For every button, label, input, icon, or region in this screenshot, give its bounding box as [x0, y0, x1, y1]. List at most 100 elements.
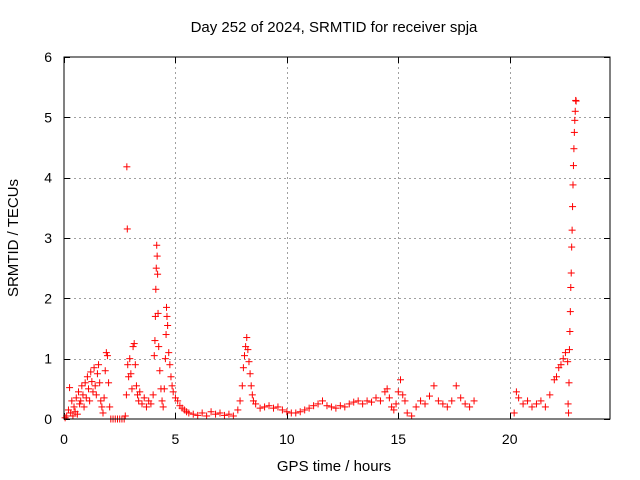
- data-point: [567, 283, 575, 291]
- data-point: [359, 400, 367, 408]
- y-tick-label: 3: [44, 230, 52, 246]
- data-point: [443, 403, 451, 411]
- data-point: [345, 400, 353, 408]
- data-point: [283, 408, 291, 416]
- data-point: [156, 367, 164, 375]
- chart-title: Day 252 of 2024, SRMTID for receiver spj…: [191, 19, 478, 36]
- data-point: [408, 412, 416, 420]
- data-point: [421, 400, 429, 408]
- data-point: [225, 410, 233, 418]
- data-point: [95, 361, 103, 369]
- data-point: [238, 382, 246, 390]
- data-point: [89, 388, 97, 396]
- data-point: [163, 303, 171, 311]
- y-tick-label: 0: [44, 411, 52, 427]
- data-point: [123, 225, 131, 233]
- data-point: [100, 394, 108, 402]
- data-point: [151, 337, 159, 345]
- data-point: [168, 382, 176, 390]
- data-point: [220, 411, 228, 419]
- data-point: [76, 400, 84, 408]
- data-point: [457, 394, 465, 402]
- data-point: [216, 409, 224, 417]
- data-point: [565, 346, 573, 354]
- data-point: [248, 391, 256, 399]
- data-point: [82, 394, 90, 402]
- data-point: [314, 400, 322, 408]
- data-point: [136, 388, 144, 396]
- data-point: [149, 391, 157, 399]
- data-point: [452, 382, 460, 390]
- data-point: [394, 388, 402, 396]
- data-point: [185, 409, 193, 417]
- data-point: [425, 392, 433, 400]
- data-point: [106, 403, 114, 411]
- data-point: [541, 403, 549, 411]
- data-point: [234, 406, 242, 414]
- y-tick-label: 6: [44, 49, 52, 65]
- data-point: [80, 403, 88, 411]
- data-point: [565, 409, 573, 417]
- data-point: [207, 408, 215, 416]
- data-point: [368, 398, 376, 406]
- data-point: [162, 331, 170, 339]
- data-point: [537, 397, 545, 405]
- data-point: [274, 403, 282, 411]
- data-point: [74, 388, 82, 396]
- data-point: [528, 403, 536, 411]
- data-point: [310, 402, 318, 410]
- y-tick-label: 4: [44, 170, 52, 186]
- data-point: [81, 379, 89, 387]
- data-point: [98, 403, 106, 411]
- data-point: [123, 163, 131, 171]
- data-point: [92, 391, 100, 399]
- x-tick-label: 0: [60, 431, 68, 447]
- data-point: [336, 402, 344, 410]
- data-point: [155, 343, 163, 351]
- data-point: [129, 343, 137, 351]
- data-point: [363, 397, 371, 405]
- x-axis-title: GPS time / hours: [277, 458, 391, 475]
- data-point: [569, 181, 577, 189]
- data-point: [152, 285, 160, 293]
- data-point: [372, 394, 380, 402]
- data-point: [519, 400, 527, 408]
- data-point: [135, 397, 143, 405]
- data-point: [88, 378, 96, 386]
- data-point: [256, 404, 264, 412]
- data-point: [327, 403, 335, 411]
- data-point: [265, 402, 273, 410]
- data-point: [128, 385, 136, 393]
- data-point: [390, 406, 398, 414]
- data-point: [559, 355, 567, 363]
- data-point: [236, 397, 244, 405]
- x-tick-label: 10: [279, 431, 295, 447]
- data-point: [97, 397, 105, 405]
- data-point: [73, 410, 81, 418]
- data-point: [466, 403, 474, 411]
- data-point: [154, 309, 162, 317]
- x-tick-label: 20: [502, 431, 518, 447]
- data-point: [158, 397, 166, 405]
- data-point: [434, 397, 442, 405]
- data-point: [512, 388, 520, 396]
- data-point: [243, 334, 251, 342]
- data-point: [354, 397, 362, 405]
- data-point: [167, 373, 175, 381]
- x-tick-label: 5: [172, 431, 180, 447]
- y-tick-label: 1: [44, 351, 52, 367]
- data-point: [461, 400, 469, 408]
- data-point: [161, 355, 169, 363]
- data-point: [66, 384, 74, 392]
- data-point: [189, 410, 197, 418]
- data-point: [77, 397, 85, 405]
- data-point: [70, 403, 78, 411]
- data-point: [83, 373, 91, 381]
- data-point: [448, 397, 456, 405]
- data-point: [126, 355, 134, 363]
- data-point: [553, 373, 561, 381]
- data-point: [570, 128, 578, 136]
- data-point: [269, 404, 277, 412]
- data-point: [301, 406, 309, 414]
